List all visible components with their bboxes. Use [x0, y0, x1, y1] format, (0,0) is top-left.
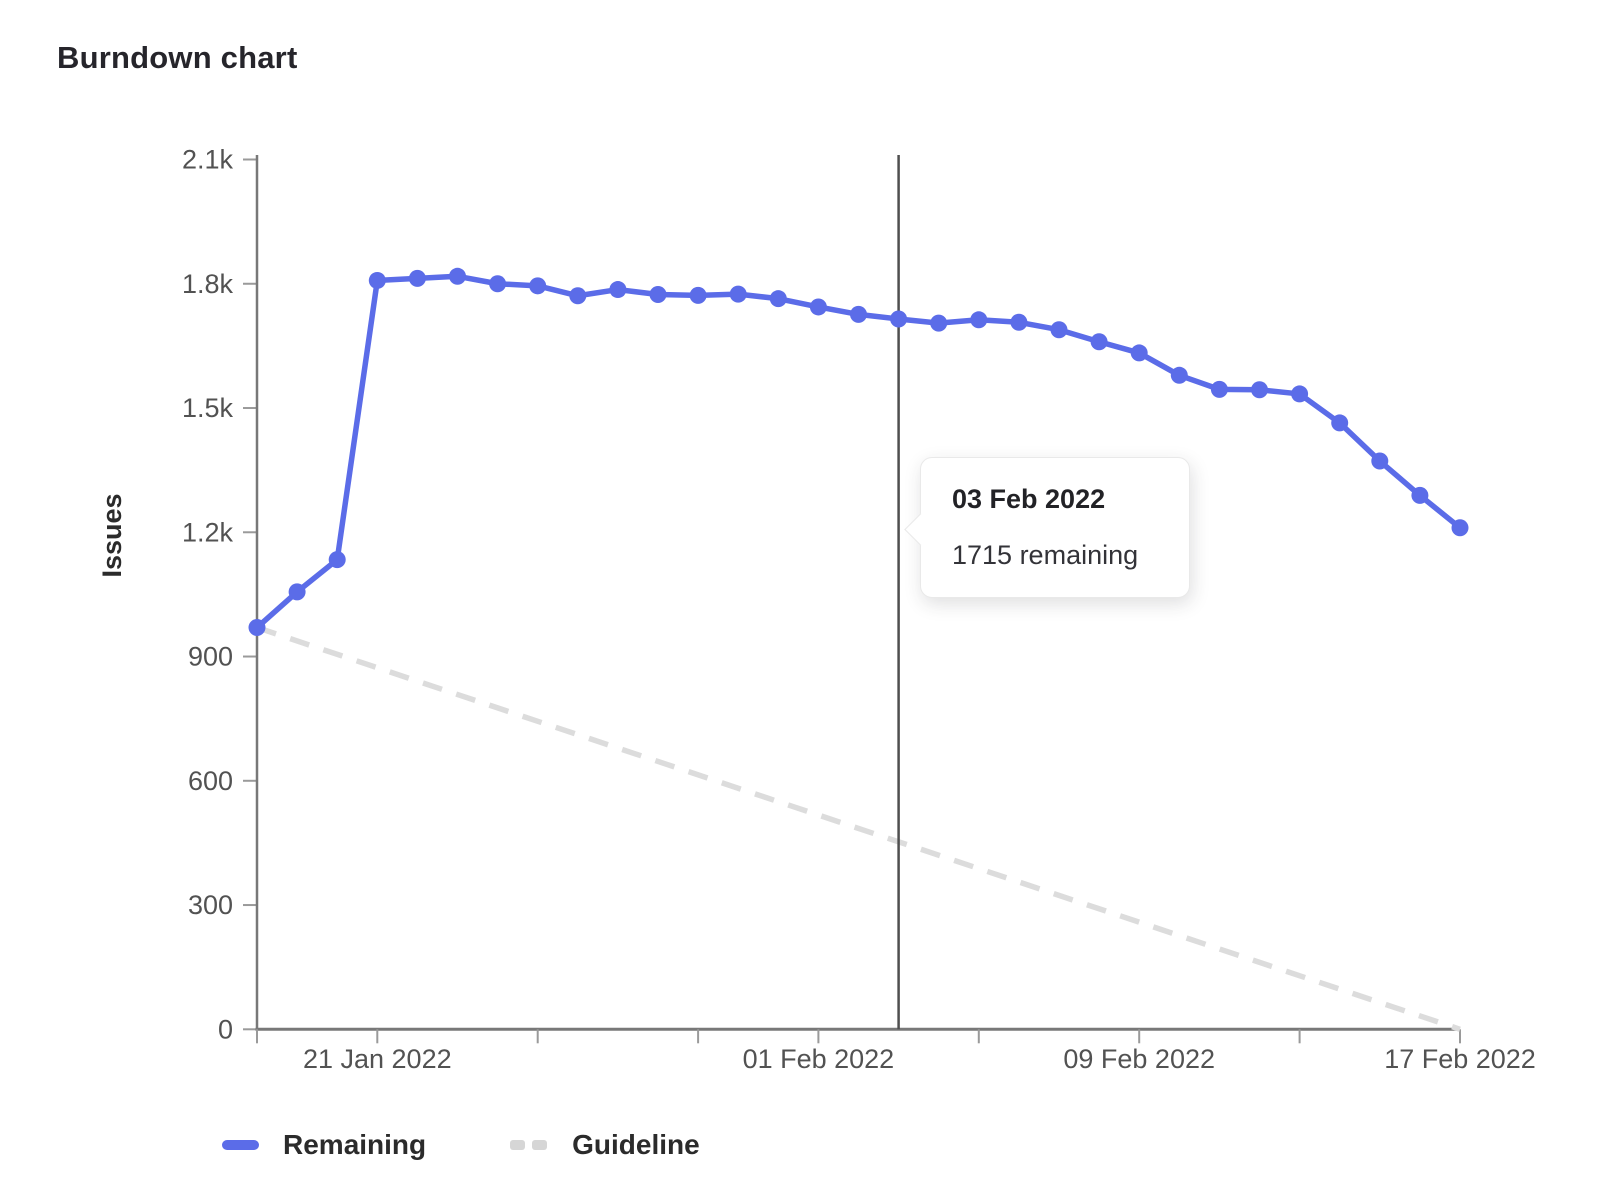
data-point[interactable] — [809, 298, 827, 316]
remaining-series-line — [254, 273, 1463, 631]
data-point[interactable] — [288, 583, 306, 601]
x-axis-tick-label: 17 Feb 2022 — [1384, 1044, 1536, 1074]
y-axis-tick-label: 1.2k — [182, 517, 234, 547]
legend-label-remaining: Remaining — [283, 1129, 427, 1160]
data-point[interactable] — [930, 314, 948, 332]
x-axis-tick-label: 01 Feb 2022 — [743, 1044, 895, 1074]
data-point[interactable] — [408, 269, 426, 287]
data-point[interactable] — [328, 551, 346, 569]
data-point[interactable] — [1291, 385, 1309, 403]
chart-tooltip: 03 Feb 2022 1715 remaining — [904, 457, 1190, 599]
data-point[interactable] — [368, 271, 386, 289]
data-point[interactable] — [1090, 333, 1108, 351]
data-point[interactable] — [1251, 381, 1268, 399]
data-point[interactable] — [1210, 380, 1228, 398]
remaining-line-swatch — [222, 1140, 259, 1150]
data-point[interactable] — [1050, 321, 1068, 339]
tooltip-date: 03 Feb 2022 — [952, 484, 1106, 514]
data-point[interactable] — [1170, 366, 1188, 384]
chart-legend: Remaining Guideline — [222, 1129, 700, 1161]
data-point[interactable] — [1010, 313, 1028, 331]
data-point[interactable] — [970, 311, 988, 329]
guideline-dash-swatch — [510, 1140, 548, 1150]
y-axis-tick-label: 2.1k — [182, 145, 234, 175]
y-axis-title: Issues — [97, 493, 127, 578]
y-axis-tick-label: 600 — [188, 766, 233, 796]
y-axis-tick-label: 900 — [188, 642, 233, 672]
data-point[interactable] — [890, 310, 908, 328]
data-point[interactable] — [1371, 452, 1389, 470]
data-point[interactable] — [529, 277, 547, 295]
x-axis-tick-label: 21 Jan 2022 — [303, 1044, 452, 1074]
data-point[interactable] — [248, 619, 266, 637]
data-point[interactable] — [850, 305, 867, 323]
guideline-series — [256, 624, 1461, 1032]
tooltip-remaining-count: 1715 remaining — [952, 540, 1139, 571]
legend-item-remaining[interactable]: Remaining — [222, 1129, 426, 1161]
data-point[interactable] — [1331, 414, 1349, 432]
legend-label-guideline: Guideline — [572, 1129, 700, 1160]
y-axis-tick-label: 300 — [188, 890, 233, 920]
data-point[interactable] — [769, 290, 787, 308]
legend-item-guideline[interactable]: Guideline — [510, 1129, 700, 1161]
data-point[interactable] — [1411, 486, 1429, 504]
x-axis-tick-label: 09 Feb 2022 — [1063, 1044, 1215, 1074]
data-point[interactable] — [449, 267, 466, 285]
data-point[interactable] — [1130, 344, 1148, 362]
y-axis-tick-label: 0 — [218, 1014, 233, 1044]
data-point[interactable] — [609, 281, 627, 299]
y-axis-tick-label: 1.5k — [182, 393, 234, 423]
y-axis-tick-label: 1.8k — [182, 269, 234, 299]
data-point[interactable] — [569, 287, 587, 305]
data-point[interactable] — [649, 286, 667, 304]
data-point[interactable] — [729, 285, 747, 303]
data-point[interactable] — [489, 275, 507, 293]
chart-title: Burndown chart — [57, 40, 298, 75]
data-point[interactable] — [689, 286, 707, 304]
data-point[interactable] — [1451, 519, 1469, 537]
